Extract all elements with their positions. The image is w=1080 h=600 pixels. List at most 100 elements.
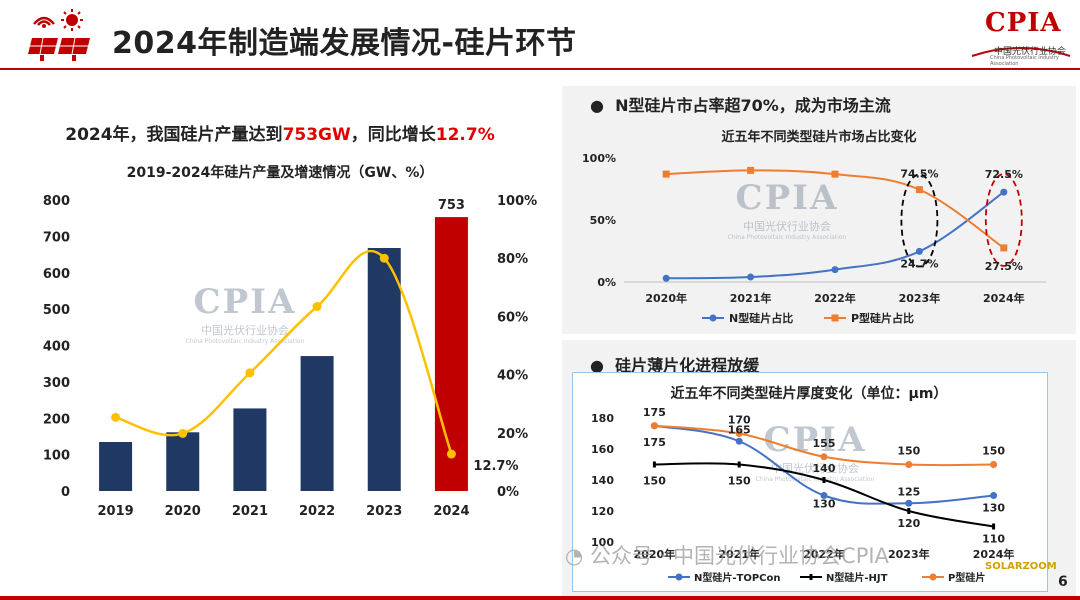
growth-rate-point: [111, 412, 121, 422]
share-point: [662, 274, 670, 282]
share-data-label: 74.5%: [900, 168, 938, 181]
right-y-tick-label: 80%: [497, 252, 528, 267]
share-y-tick-label: 50%: [590, 214, 616, 227]
left-y-tick-label: 600: [43, 267, 70, 282]
page-title: 2024年制造端发展情况-硅片环节: [112, 26, 577, 61]
x-tick-label: 2021: [232, 504, 268, 519]
production-bar: [99, 442, 133, 491]
cpia-logo: [968, 10, 1074, 64]
thickness-point: [905, 499, 913, 507]
thickness-x-tick-label: 2024年: [973, 547, 1015, 561]
thickness-y-tick-label: 100: [591, 536, 614, 549]
market-share-chart-title: 近五年不同类型硅片市场占比变化: [721, 130, 917, 145]
thickness-legend-label: N型硅片-TOPCon: [694, 571, 781, 584]
thickness-data-label: 140: [813, 462, 836, 475]
market-share-panel: [562, 86, 1076, 334]
cpia-logo-cn: 中国光伏行业协会: [994, 47, 1067, 57]
thickness-legend-label: N型硅片-HJT: [826, 571, 888, 584]
thickness-y-tick-label: 160: [591, 443, 614, 456]
headline-growth: 12.7%: [435, 125, 495, 145]
share-legend-label: P型硅片占比: [851, 311, 914, 325]
thickness-y-tick-label: 120: [591, 505, 614, 518]
left-y-tick-label: 800: [43, 194, 70, 209]
thickness-point: [820, 492, 828, 499]
x-tick-label: 2023: [366, 504, 402, 519]
thickness-legend-marker: [809, 574, 813, 580]
share-point: [1000, 244, 1008, 252]
bar-data-label: 753: [438, 198, 465, 213]
thickness-point: [820, 453, 828, 461]
thickness-point: [905, 461, 913, 468]
left-y-tick-label: 0: [61, 485, 70, 500]
thickness-point: [650, 422, 658, 430]
wechat-icon: ◔: [565, 544, 584, 568]
right-y-tick-label: 20%: [497, 427, 528, 442]
share-point: [1000, 188, 1008, 196]
thickness-y-tick-label: 140: [591, 474, 614, 487]
share-x-tick-label: 2022年: [814, 291, 856, 305]
share-legend-label: N型硅片占比: [729, 311, 793, 325]
right-y-tick-label: 60%: [497, 310, 528, 325]
left-y-tick-label: 100: [43, 449, 70, 464]
left-y-tick-label: 400: [43, 340, 70, 355]
thickness-point: [737, 461, 741, 468]
share-y-tick-label: 100%: [582, 152, 616, 165]
share-point: [747, 273, 755, 281]
left-y-tick-label: 300: [43, 376, 70, 391]
left-y-tick-label: 500: [43, 303, 70, 318]
thickness-point: [652, 461, 656, 468]
watermark-left: CPIA 中国光伏行业协会 China Photovoltaic Industr…: [185, 282, 305, 345]
share-point: [747, 166, 755, 174]
share-series-line: [666, 169, 1005, 249]
watermark-top-right: CPIA 中国光伏行业协会 China Photovoltaic Industr…: [727, 178, 847, 241]
thickness-point: [822, 477, 826, 483]
thickness-data-label: 165: [728, 423, 751, 436]
share-point: [915, 247, 923, 255]
thickness-point: [735, 437, 743, 445]
thickness-data-label: 150: [728, 475, 751, 488]
growth-rate-line: [115, 249, 453, 455]
thickness-data-label: 175: [643, 436, 666, 449]
thickness-legend-marker: [929, 573, 937, 581]
production-chart: 0 100 200 300 400 500 600 700 800 0% 20% 40% 60% 80% 1…: [43, 194, 537, 519]
thickness-bullet-text: 硅片薄片化进程放缓: [615, 356, 760, 375]
share-x-tick-label: 2021年: [730, 291, 772, 305]
production-bar: [300, 356, 334, 491]
thickness-legend-label: P型硅片: [948, 571, 985, 584]
thickness-data-label: 150: [897, 445, 920, 458]
thickness-data-label: 110: [982, 533, 1005, 546]
header-divider: [0, 68, 1080, 70]
left-y-tick-label: 700: [43, 230, 70, 245]
share-legend-marker: [831, 314, 839, 322]
share-x-tick-label: 2023年: [899, 291, 941, 305]
x-tick-label: 2020: [165, 504, 201, 519]
thickness-data-label: 175: [643, 406, 666, 419]
cpia-logo-en: China Photovoltaic Industry Association: [990, 55, 1059, 67]
headline-mid: ，同比增长: [350, 125, 436, 145]
headline-value: 753GW: [282, 125, 351, 145]
highlight-ellipse-2023: [900, 173, 939, 268]
thickness-point: [990, 461, 998, 468]
share-series-line: [666, 191, 1005, 280]
left-y-tick-label: 200: [43, 412, 70, 427]
right-y-tick-label: 0%: [497, 485, 519, 500]
left-headline: 2024年，我国硅片产量达到753GW，同比增长12.7%: [0, 120, 560, 145]
thickness-legend-marker: [675, 573, 683, 581]
headline-prefix: 2024年，我国硅片产量达到: [65, 125, 283, 145]
growth-rate-point: [312, 302, 322, 312]
share-point: [831, 170, 839, 178]
production-bar: [166, 432, 200, 491]
market-share-bullet: ● N型硅片市占率超70%，成为市场主流: [590, 96, 891, 115]
share-x-tick-label: 2024年: [983, 291, 1025, 305]
share-data-label: 24.7%: [900, 257, 938, 270]
growth-rate-point: [379, 253, 389, 263]
thickness-data-label: 130: [813, 498, 836, 511]
thickness-point: [735, 430, 743, 437]
market-share-chart: 0% 50% 100% 2020年 2021年 2022年 2023年 2024年 74.5% 2…: [582, 152, 1046, 325]
thickness-bullet: ● 硅片薄片化进程放缓: [590, 356, 760, 375]
watermark-bottom-right: CPIA 中国光伏行业协会 China Photovoltaic Industr…: [755, 420, 875, 483]
share-data-label: 27.5%: [985, 260, 1023, 273]
thickness-chart-title: 近五年不同类型硅片厚度变化（单位：μm）: [670, 386, 948, 402]
page-number: 6: [1058, 574, 1068, 590]
growth-rate-point: [446, 449, 456, 459]
